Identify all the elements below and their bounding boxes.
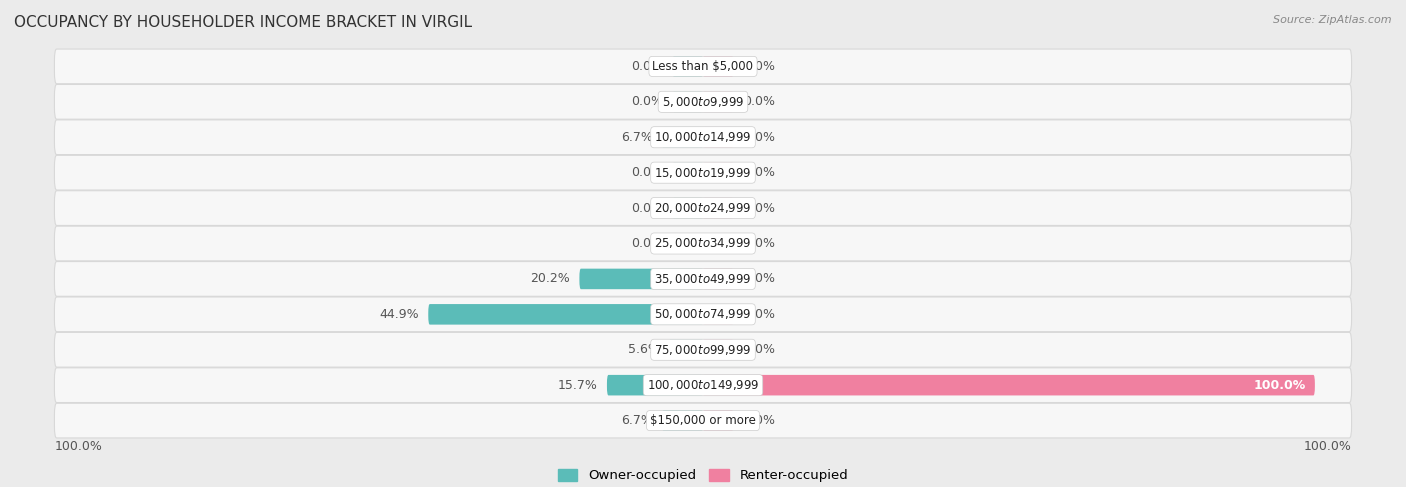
Text: $25,000 to $34,999: $25,000 to $34,999 (654, 237, 752, 250)
FancyBboxPatch shape (55, 84, 1351, 119)
Text: 0.0%: 0.0% (742, 308, 775, 321)
FancyBboxPatch shape (703, 304, 734, 325)
Text: 0.0%: 0.0% (742, 237, 775, 250)
FancyBboxPatch shape (55, 262, 1351, 296)
Text: 0.0%: 0.0% (742, 272, 775, 285)
Text: $150,000 or more: $150,000 or more (650, 414, 756, 427)
Text: 0.0%: 0.0% (631, 237, 664, 250)
Text: Source: ZipAtlas.com: Source: ZipAtlas.com (1274, 15, 1392, 25)
FancyBboxPatch shape (703, 162, 734, 183)
Text: $50,000 to $74,999: $50,000 to $74,999 (654, 307, 752, 321)
FancyBboxPatch shape (703, 127, 734, 148)
Text: $75,000 to $99,999: $75,000 to $99,999 (654, 343, 752, 357)
Text: 0.0%: 0.0% (631, 166, 664, 179)
Legend: Owner-occupied, Renter-occupied: Owner-occupied, Renter-occupied (558, 469, 848, 482)
Text: 6.7%: 6.7% (621, 414, 652, 427)
Text: 5.6%: 5.6% (627, 343, 659, 356)
FancyBboxPatch shape (662, 127, 703, 148)
FancyBboxPatch shape (703, 56, 734, 76)
Text: Less than $5,000: Less than $5,000 (652, 60, 754, 73)
Text: 0.0%: 0.0% (742, 202, 775, 215)
FancyBboxPatch shape (703, 233, 734, 254)
FancyBboxPatch shape (672, 56, 703, 76)
Text: 0.0%: 0.0% (742, 166, 775, 179)
FancyBboxPatch shape (55, 191, 1351, 225)
Text: $100,000 to $149,999: $100,000 to $149,999 (647, 378, 759, 392)
FancyBboxPatch shape (672, 162, 703, 183)
FancyBboxPatch shape (55, 49, 1351, 84)
FancyBboxPatch shape (55, 297, 1351, 332)
Text: 100.0%: 100.0% (1253, 379, 1306, 392)
Text: 15.7%: 15.7% (558, 379, 598, 392)
FancyBboxPatch shape (429, 304, 703, 325)
Text: OCCUPANCY BY HOUSEHOLDER INCOME BRACKET IN VIRGIL: OCCUPANCY BY HOUSEHOLDER INCOME BRACKET … (14, 15, 472, 30)
FancyBboxPatch shape (662, 411, 703, 431)
FancyBboxPatch shape (55, 155, 1351, 190)
Text: 44.9%: 44.9% (380, 308, 419, 321)
Text: $20,000 to $24,999: $20,000 to $24,999 (654, 201, 752, 215)
Text: 0.0%: 0.0% (742, 414, 775, 427)
FancyBboxPatch shape (55, 120, 1351, 154)
Text: $35,000 to $49,999: $35,000 to $49,999 (654, 272, 752, 286)
FancyBboxPatch shape (55, 403, 1351, 438)
FancyBboxPatch shape (55, 368, 1351, 403)
FancyBboxPatch shape (703, 411, 734, 431)
Text: 0.0%: 0.0% (742, 95, 775, 108)
FancyBboxPatch shape (672, 92, 703, 112)
FancyBboxPatch shape (55, 333, 1351, 367)
Text: 0.0%: 0.0% (742, 131, 775, 144)
Text: 0.0%: 0.0% (742, 343, 775, 356)
Text: 100.0%: 100.0% (1303, 440, 1351, 453)
Text: $5,000 to $9,999: $5,000 to $9,999 (662, 95, 744, 109)
Text: 20.2%: 20.2% (530, 272, 571, 285)
FancyBboxPatch shape (703, 269, 734, 289)
Text: 6.7%: 6.7% (621, 131, 652, 144)
FancyBboxPatch shape (55, 226, 1351, 261)
FancyBboxPatch shape (672, 233, 703, 254)
FancyBboxPatch shape (607, 375, 703, 395)
FancyBboxPatch shape (672, 198, 703, 218)
Text: 0.0%: 0.0% (631, 95, 664, 108)
FancyBboxPatch shape (703, 375, 1315, 395)
Text: $15,000 to $19,999: $15,000 to $19,999 (654, 166, 752, 180)
FancyBboxPatch shape (703, 198, 734, 218)
Text: 0.0%: 0.0% (631, 60, 664, 73)
FancyBboxPatch shape (703, 339, 734, 360)
FancyBboxPatch shape (669, 339, 703, 360)
Text: 0.0%: 0.0% (631, 202, 664, 215)
Text: 100.0%: 100.0% (55, 440, 103, 453)
FancyBboxPatch shape (703, 92, 734, 112)
Text: $10,000 to $14,999: $10,000 to $14,999 (654, 130, 752, 144)
Text: 0.0%: 0.0% (742, 60, 775, 73)
FancyBboxPatch shape (579, 269, 703, 289)
